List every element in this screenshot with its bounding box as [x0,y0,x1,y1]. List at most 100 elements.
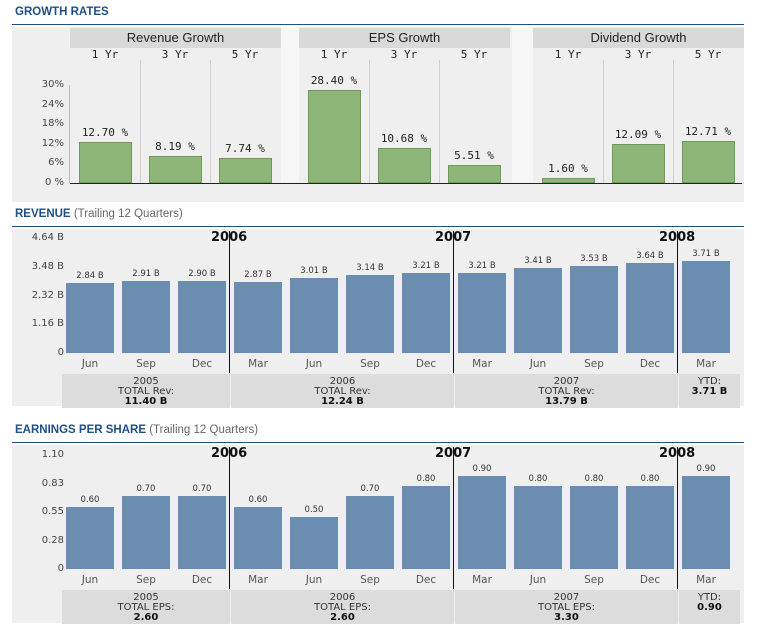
growth-value-label: 10.68 % [380,132,428,146]
growth-ytick: 0 % [44,177,64,188]
revenue-value-label: 3.21 B [468,261,496,272]
eps-ytick: 1.10 [41,449,64,460]
eps-bar [570,486,618,569]
growth-bar [542,177,595,183]
growth-ytick: 12% [41,137,64,149]
eps-bar [234,506,282,569]
revenue-ytick: 1.16 B [31,318,64,330]
eps-value-label: 0.80 [584,474,604,485]
eps-total-year: 2007 [553,592,580,603]
revenue-year-label: 2006 [211,230,248,245]
eps-ytick: 0.83 [41,477,64,489]
eps-year-divider [677,447,678,589]
growth-bar [308,90,361,183]
revenue-bar [290,278,338,353]
eps-value-label: 0.80 [416,474,436,485]
eps-value-label: 0.90 [696,463,716,474]
revenue-value-label: 3.53 B [580,253,608,264]
revenue-year-divider [453,231,454,373]
revenue-value-label: 3.21 B [412,261,440,272]
revenue-total-box: 2006 TOTAL Rev: 12.24 B [231,374,454,408]
eps-bar [402,486,450,569]
eps-value-label: 0.70 [360,484,380,495]
revenue-value-label: 3.01 B [300,266,328,277]
growth-rates-rule [12,24,744,25]
eps-x-label: Jun [305,574,323,586]
revenue-year-divider [229,231,230,373]
revenue-total-value: 13.79 B [545,396,588,407]
eps-bar [626,486,674,569]
revenue-ytick: 3.48 B [31,260,64,272]
growth-divider [140,60,141,183]
revenue-x-label: Dec [415,358,437,370]
revenue-total-year: 2005 [133,376,159,387]
growth-divider [603,60,604,183]
revenue-bar [402,273,450,353]
eps-bar [66,506,114,569]
eps-value-label: 0.80 [528,474,548,485]
growth-group-header: Revenue Growth [70,28,281,48]
growth-bar [219,157,272,183]
eps-x-label: Jun [81,574,99,586]
revenue-year-divider [677,231,678,373]
growth-baseline [70,183,742,184]
revenue-x-label: Dec [191,358,213,370]
revenue-bar [122,280,170,353]
revenue-rule [12,226,744,227]
growth-bar [378,148,431,183]
eps-x-label: Jun [529,574,547,586]
growth-period-label: 5 Yr [460,48,488,61]
revenue-x-label: Sep [136,358,156,370]
eps-value-label: 0.80 [640,474,660,485]
revenue-bar [682,261,730,353]
eps-x-label: Dec [191,574,213,586]
revenue-total-label: TOTAL Rev: [117,386,175,397]
growth-divider [369,60,370,183]
eps-total-box: 2005 TOTAL EPS: 2.60 [62,590,230,624]
eps-value-label: 0.70 [192,484,212,495]
growth-ytick: 24% [41,98,64,110]
revenue-bar [626,262,674,353]
eps-title: EARNINGS PER SHARE (Trailing 12 Quarters… [15,424,259,436]
revenue-bar [66,282,114,353]
revenue-x-label: Mar [248,358,268,370]
eps-value-label: 0.90 [472,463,492,474]
revenue-value-label: 2.84 B [76,270,104,281]
eps-ytick: 0.55 [41,506,64,517]
growth-ytick: 18% [41,118,64,130]
eps-value-label: 0.70 [136,484,156,495]
eps-total-label: TOTAL EPS: [314,602,371,613]
growth-value-label: 5.51 % [454,149,494,162]
revenue-x-label: Sep [584,358,604,370]
growth-value-label: 12.71 % [684,125,732,139]
revenue-value-label: 3.71 B [692,249,720,260]
revenue-bar [234,281,282,353]
eps-bar [290,517,338,569]
eps-year-label: 2006 [211,446,248,461]
revenue-value-label: 2.87 B [244,269,272,280]
eps-year-label: 2008 [659,446,696,461]
revenue-total-box: YTD: 3.71 B [679,374,740,408]
growth-group-header: Dividend Growth [533,28,744,48]
revenue-bar [346,275,394,353]
revenue-title: REVENUE (Trailing 12 Quarters) [15,208,183,220]
growth-period-label: 1 Yr [554,48,582,61]
eps-x-label: Sep [584,574,604,586]
revenue-total-label: TOTAL Rev: [538,386,595,397]
growth-bar [612,143,665,183]
growth-period-label: 5 Yr [231,48,259,61]
eps-total-value: 3.30 [554,612,579,623]
growth-period-label: 1 Yr [320,48,348,61]
growth-group-header: EPS Growth [299,28,510,48]
growth-value-label: 8.19 % [155,140,195,154]
revenue-total-year: 2007 [553,376,580,387]
eps-ytick: 0 [57,563,64,574]
growth-period-label: 3 Yr [161,48,189,61]
revenue-total-box: 2005 TOTAL Rev: 11.40 B [62,374,230,408]
eps-year-divider [229,447,230,589]
revenue-total-value: 11.40 B [124,396,168,407]
revenue-x-label: Jun [81,358,99,370]
revenue-value-label: 3.64 B [636,250,664,261]
eps-total-year: 2005 [133,592,159,603]
eps-bar [122,496,170,569]
